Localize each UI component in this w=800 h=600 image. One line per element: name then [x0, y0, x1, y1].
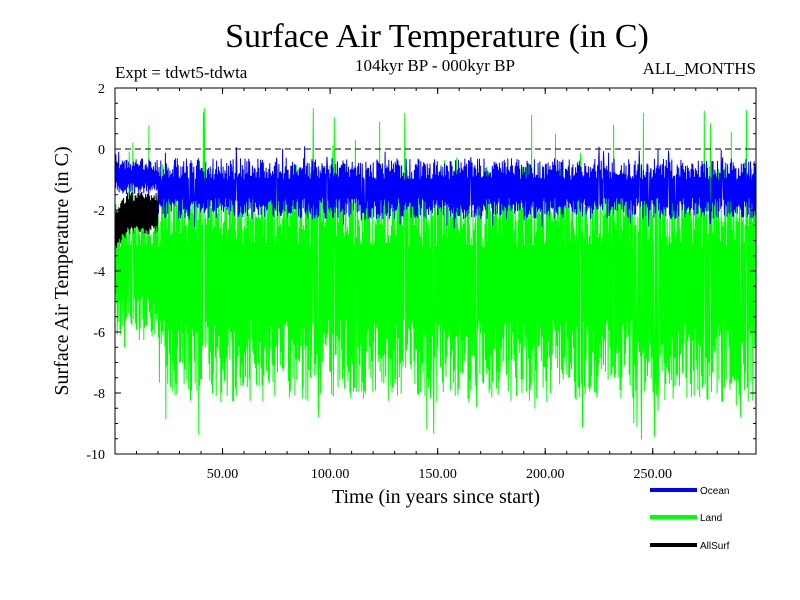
y-tick-label: -8	[93, 387, 105, 402]
y-tick-label: 2	[98, 82, 105, 97]
series-layer	[114, 108, 757, 440]
experiment-label: Expt = tdwt5-tdwta	[115, 63, 248, 82]
x-axis-ticks: 50.00 100.00 150.00 200.00 250.00	[136, 88, 740, 482]
chart-subtitle: 104kyr BP - 000kyr BP	[355, 56, 515, 75]
y-tick-label: -2	[93, 204, 105, 219]
series-ocean-line	[114, 146, 757, 229]
x-axis-label: Time (in years since start)	[332, 486, 540, 508]
legend-label-allsurf: AllSurf	[700, 541, 730, 552]
y-tick-label: -6	[93, 326, 105, 341]
x-tick-label: 50.00	[207, 467, 239, 482]
series-allsurf-line	[114, 191, 159, 248]
legend: Ocean Land AllSurf	[650, 486, 730, 552]
y-tick-label: -10	[86, 448, 105, 463]
x-tick-label: 100.00	[311, 467, 350, 482]
y-axis-ticks: 2 0 -2 -4 -6 -8 -10	[86, 82, 756, 463]
chart-title: Surface Air Temperature (in C)	[225, 18, 649, 55]
months-label: ALL_MONTHS	[643, 59, 756, 78]
y-tick-label: -4	[93, 265, 105, 280]
x-tick-label: 250.00	[634, 467, 673, 482]
x-tick-label: 200.00	[526, 467, 565, 482]
legend-label-land: Land	[700, 513, 722, 524]
y-tick-label: 0	[98, 143, 105, 158]
y-axis-label: Surface Air Temperature (in C)	[51, 146, 73, 395]
legend-label-ocean: Ocean	[700, 486, 729, 497]
x-tick-label: 150.00	[418, 467, 457, 482]
